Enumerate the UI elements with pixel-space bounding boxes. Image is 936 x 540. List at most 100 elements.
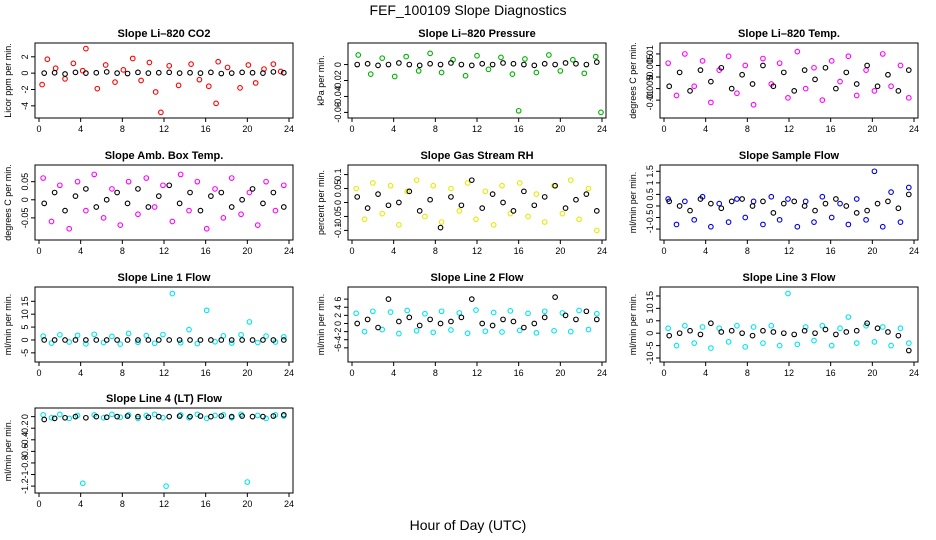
data-point <box>146 59 153 66</box>
series-hourly <box>666 62 912 94</box>
data-point <box>437 224 444 231</box>
data-point <box>416 62 423 69</box>
data-point <box>853 196 860 202</box>
data-point <box>176 337 183 343</box>
y-tick-label: -5 <box>645 342 655 350</box>
series-raw <box>355 50 604 116</box>
series-hourly <box>41 412 287 423</box>
data-point <box>379 210 386 217</box>
data-point <box>791 331 798 338</box>
data-point <box>725 219 732 225</box>
y-tick-label: 0.1 <box>333 168 343 181</box>
data-point <box>91 331 98 338</box>
data-point <box>500 316 506 323</box>
data-point <box>194 340 201 347</box>
x-tick-label: 24 <box>909 124 919 134</box>
data-point <box>541 60 548 67</box>
data-point <box>103 414 110 421</box>
data-point <box>244 479 251 485</box>
y-axis-label: degrees C per min. <box>628 42 638 119</box>
data-point <box>166 69 173 76</box>
data-point <box>62 414 68 421</box>
data-point <box>863 216 869 223</box>
data-point <box>593 227 600 234</box>
data-point <box>479 320 486 327</box>
panel-4: Slope Amb. Box Temp. 0 4 8 12 16 20 24 -0.05 0 0.0… <box>3 150 294 256</box>
data-point <box>699 58 706 64</box>
data-point <box>557 68 564 74</box>
series-raw <box>40 411 287 489</box>
data-point <box>176 200 183 207</box>
data-point <box>166 182 173 189</box>
data-point <box>187 413 193 420</box>
data-point <box>708 78 714 85</box>
data-point <box>464 330 471 337</box>
data-point <box>822 64 829 71</box>
data-point <box>794 48 801 55</box>
data-point <box>749 332 756 339</box>
data-point <box>143 332 150 339</box>
data-point <box>169 218 176 225</box>
data-point <box>507 210 514 217</box>
data-point <box>208 337 214 343</box>
data-point <box>794 223 801 230</box>
y-axis-label: kPa per min. <box>316 55 326 106</box>
data-point <box>117 414 124 421</box>
data-point <box>220 215 227 221</box>
series-hourly <box>41 182 287 214</box>
data-point <box>531 320 538 327</box>
data-point <box>135 211 141 218</box>
data-point <box>406 314 413 321</box>
data-point <box>385 296 392 302</box>
data-point <box>770 329 777 335</box>
data-point <box>375 191 381 197</box>
data-point <box>768 322 775 329</box>
data-point <box>482 328 489 335</box>
data-point <box>83 340 89 347</box>
y-axis-label: ml/min per min. <box>628 294 638 356</box>
data-point <box>552 182 558 189</box>
y-tick-label: -1.2 <box>20 478 30 494</box>
data-point <box>246 319 253 325</box>
data-point <box>499 182 505 189</box>
data-point <box>448 60 454 66</box>
data-point <box>879 51 886 57</box>
data-point <box>522 56 528 62</box>
plot-frame <box>659 286 919 363</box>
x-tick-label: 20 <box>242 368 252 378</box>
y-tick-label: 15 <box>20 296 30 306</box>
x-tick-label: 8 <box>120 368 125 378</box>
data-point <box>228 70 235 76</box>
x-tick-label: 20 <box>242 124 252 134</box>
y-axis-label: ml/min per min. <box>628 172 638 234</box>
data-point <box>734 322 740 329</box>
data-point <box>155 413 162 420</box>
data-point <box>197 413 204 419</box>
data-point <box>263 333 269 339</box>
y-tick-label: 0 <box>645 331 655 336</box>
data-point <box>422 310 428 317</box>
x-tick-label: 12 <box>159 368 169 378</box>
data-point <box>158 109 164 116</box>
y-tick-label: -0.01 <box>645 90 655 111</box>
figure-title: FEF_100109 Slope Diagnostics <box>369 2 567 18</box>
data-point <box>437 61 444 68</box>
data-point <box>40 412 47 418</box>
x-tick-label: 0 <box>661 246 666 256</box>
data-point <box>780 69 787 76</box>
data-point <box>364 205 371 211</box>
data-point <box>117 341 124 347</box>
data-point <box>70 60 77 67</box>
plot-frame <box>347 164 607 241</box>
panel-6: Slope Sample Flow 0 4 8 12 16 20 24 -1-0.5 0 0.5 1 1… <box>628 150 919 256</box>
y-tick-label: -2 <box>20 85 30 93</box>
y-tick-label: -6 <box>333 344 343 352</box>
data-point <box>801 67 808 73</box>
panel-3: Slope Li–820 Temp. 0 4 8 12 16 20 24 -0.01-0.005… <box>628 28 919 134</box>
panel-title: Slope Line 3 Flow <box>743 272 836 284</box>
data-point <box>593 310 600 317</box>
series-raw <box>39 45 284 116</box>
x-tick-label: 20 <box>867 368 877 378</box>
x-tick-label: 20 <box>867 246 877 256</box>
data-point <box>125 412 132 418</box>
